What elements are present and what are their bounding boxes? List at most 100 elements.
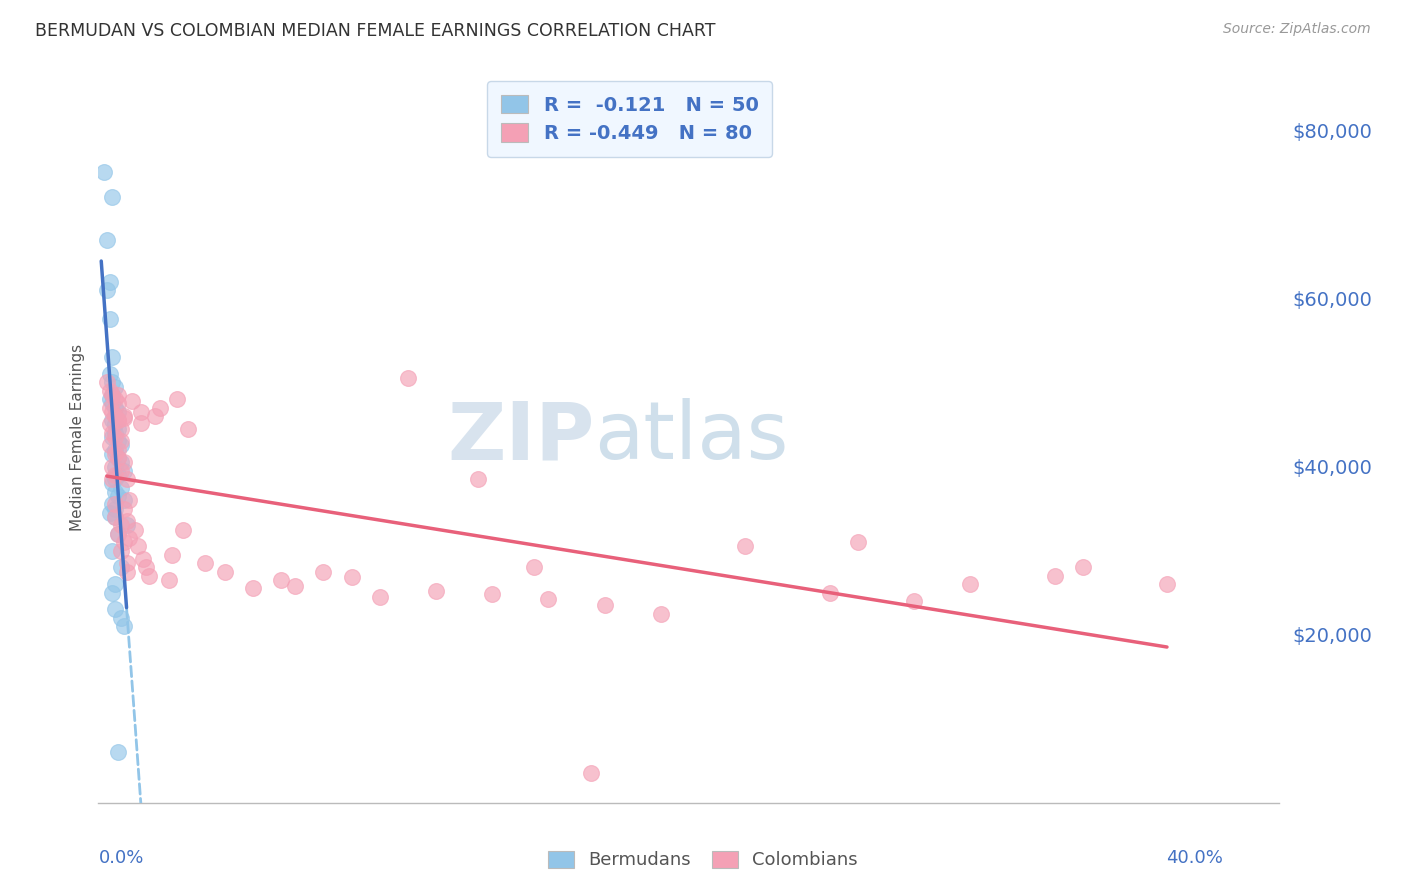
Point	[959, 577, 981, 591]
Point	[101, 497, 124, 511]
Point	[104, 472, 127, 486]
Point	[284, 579, 307, 593]
Point	[101, 476, 124, 491]
Point	[104, 409, 127, 423]
Point	[107, 422, 129, 436]
Point	[194, 556, 217, 570]
Point	[481, 587, 503, 601]
Point	[132, 552, 155, 566]
Point	[107, 489, 129, 503]
Point	[101, 543, 124, 558]
Point	[101, 396, 124, 410]
Point	[104, 501, 127, 516]
Point	[101, 350, 124, 364]
Point	[118, 531, 141, 545]
Point	[396, 371, 419, 385]
Point	[110, 481, 132, 495]
Point	[101, 376, 124, 390]
Point	[104, 392, 127, 407]
Point	[112, 619, 135, 633]
Point	[112, 501, 135, 516]
Point	[172, 523, 194, 537]
Point	[101, 425, 124, 440]
Text: 0.0%: 0.0%	[98, 849, 143, 867]
Point	[112, 535, 135, 549]
Point	[115, 518, 138, 533]
Point	[523, 560, 546, 574]
Point	[98, 384, 121, 398]
Point	[110, 543, 132, 558]
Point	[1071, 560, 1094, 574]
Point	[96, 376, 118, 390]
Point	[93, 165, 115, 179]
Point	[98, 367, 121, 381]
Point	[101, 413, 124, 427]
Point	[107, 745, 129, 759]
Point	[101, 388, 124, 402]
Point	[903, 594, 925, 608]
Text: BERMUDAN VS COLOMBIAN MEDIAN FEMALE EARNINGS CORRELATION CHART: BERMUDAN VS COLOMBIAN MEDIAN FEMALE EARN…	[35, 22, 716, 40]
Point	[650, 607, 672, 621]
Point	[104, 497, 127, 511]
Point	[98, 506, 121, 520]
Text: atlas: atlas	[595, 398, 789, 476]
Point	[110, 518, 132, 533]
Point	[214, 565, 236, 579]
Point	[177, 422, 200, 436]
Point	[107, 405, 129, 419]
Point	[110, 464, 132, 478]
Point	[101, 459, 124, 474]
Point	[124, 523, 146, 537]
Point	[107, 451, 129, 466]
Point	[166, 392, 188, 407]
Point	[101, 472, 124, 486]
Point	[112, 409, 135, 423]
Point	[107, 467, 129, 482]
Point	[467, 472, 489, 486]
Text: 40.0%: 40.0%	[1167, 849, 1223, 867]
Point	[98, 392, 121, 407]
Point	[115, 472, 138, 486]
Point	[129, 416, 152, 430]
Point	[107, 413, 129, 427]
Point	[104, 425, 127, 440]
Point	[160, 548, 183, 562]
Point	[127, 540, 149, 554]
Point	[818, 585, 841, 599]
Point	[425, 583, 447, 598]
Point	[104, 510, 127, 524]
Point	[96, 283, 118, 297]
Point	[104, 602, 127, 616]
Point	[104, 442, 127, 457]
Point	[98, 417, 121, 432]
Point	[98, 438, 121, 452]
Point	[101, 388, 124, 402]
Point	[104, 447, 127, 461]
Point	[157, 573, 180, 587]
Point	[593, 599, 616, 613]
Point	[98, 275, 121, 289]
Point	[110, 434, 132, 449]
Point	[104, 417, 127, 432]
Point	[104, 401, 127, 415]
Point	[129, 405, 152, 419]
Point	[112, 410, 135, 425]
Point	[104, 459, 127, 474]
Y-axis label: Median Female Earnings: Median Female Earnings	[69, 343, 84, 531]
Point	[1156, 577, 1178, 591]
Point	[242, 582, 264, 596]
Text: ZIP: ZIP	[447, 398, 595, 476]
Point	[270, 573, 292, 587]
Point	[104, 510, 127, 524]
Text: Source: ZipAtlas.com: Source: ZipAtlas.com	[1223, 22, 1371, 37]
Point	[112, 464, 135, 478]
Point	[98, 312, 121, 326]
Point	[138, 569, 160, 583]
Point	[107, 413, 129, 427]
Point	[107, 526, 129, 541]
Point	[104, 379, 127, 393]
Point	[121, 393, 143, 408]
Point	[537, 592, 560, 607]
Point	[96, 233, 118, 247]
Point	[110, 422, 132, 436]
